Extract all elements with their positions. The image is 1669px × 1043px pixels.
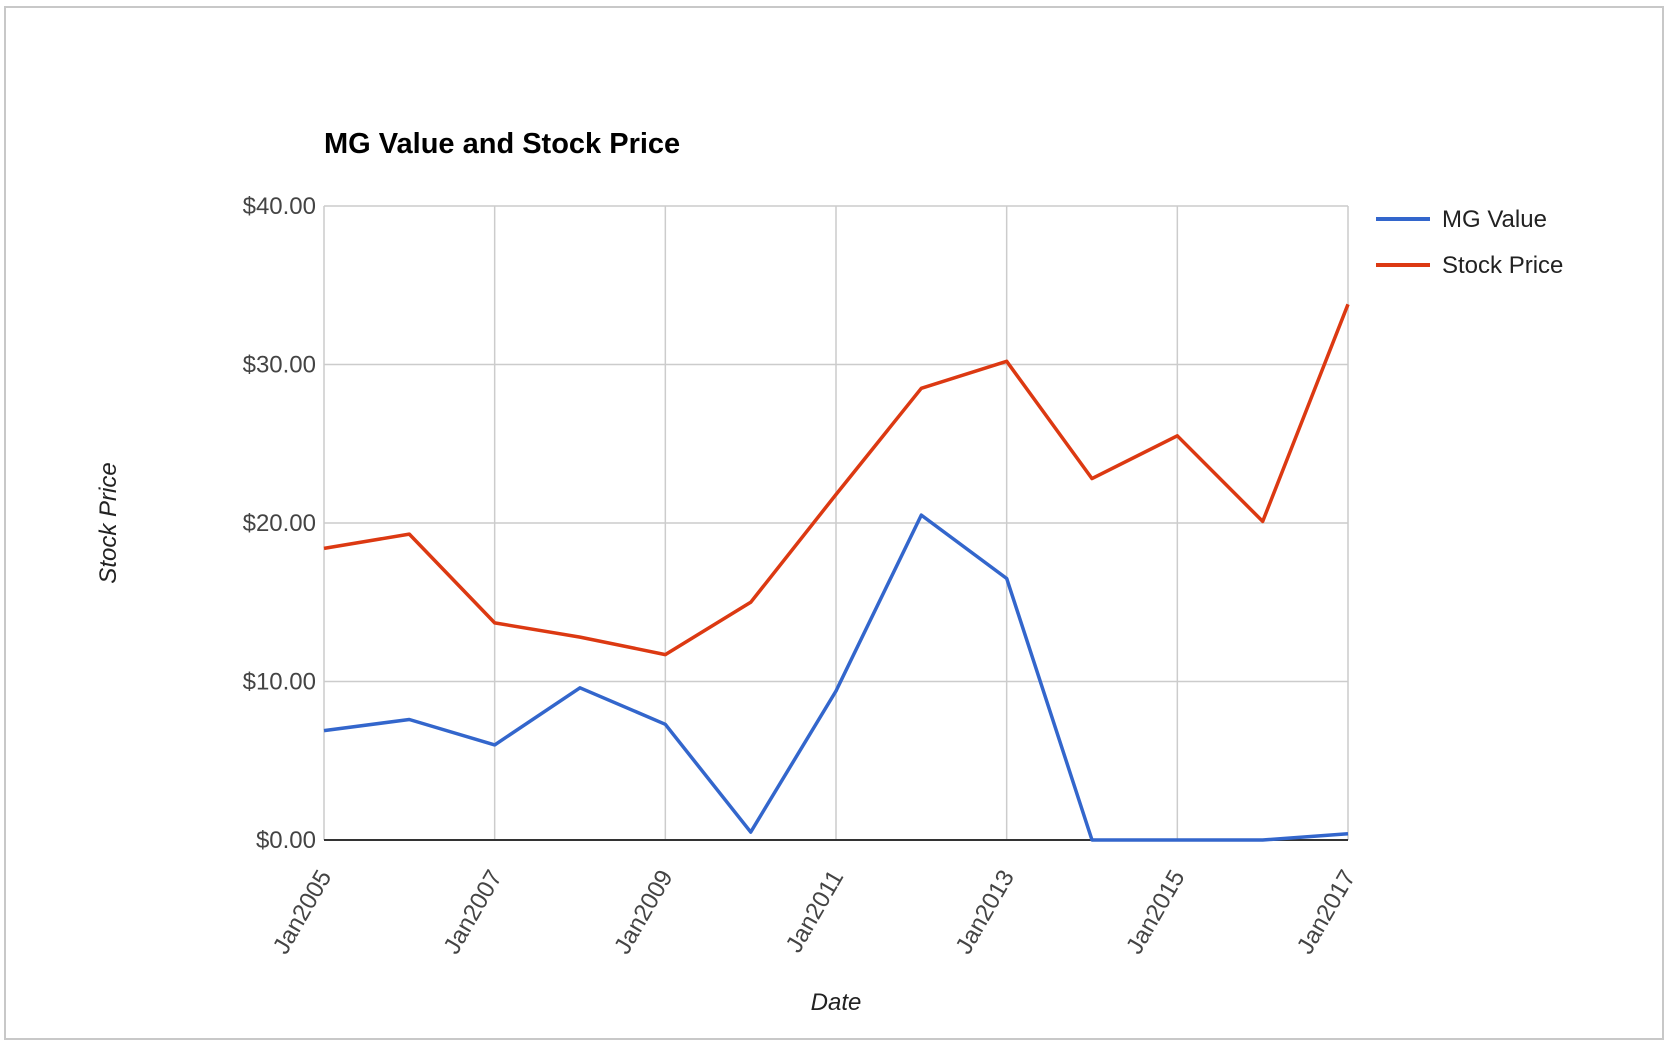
- series-lines: [323, 303, 1350, 842]
- grid-lines: [323, 205, 1349, 840]
- chart-title: MG Value and Stock Price: [324, 128, 680, 160]
- series-line-mg-value: [323, 513, 1349, 842]
- y-tick-label: $0.00: [256, 827, 316, 854]
- x-axis-title: Date: [811, 989, 862, 1016]
- y-tick-label: $30.00: [243, 352, 316, 379]
- legend-label: MG Value: [1442, 206, 1547, 233]
- series-line-stock-price: [323, 303, 1350, 657]
- y-axis-title: Stock Price: [95, 462, 122, 583]
- legend-label: Stock Price: [1442, 252, 1563, 279]
- legend: MG Value Stock Price: [1376, 206, 1563, 279]
- y-axis-ticks: $0.00 $10.00 $20.00 $30.00 $40.00: [243, 193, 316, 854]
- y-tick-label: $40.00: [243, 193, 316, 220]
- y-tick-label: $10.00: [243, 669, 316, 696]
- y-tick-label: $20.00: [243, 510, 316, 537]
